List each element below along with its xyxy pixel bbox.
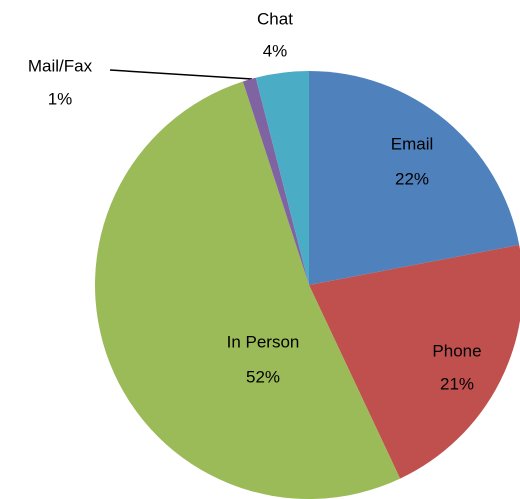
pie-slice <box>309 71 520 285</box>
value-label: 4% <box>263 41 288 60</box>
value-label: 22% <box>395 169 429 188</box>
slice-label: Mail/Fax <box>28 56 93 75</box>
pie-slice <box>255 71 309 285</box>
slice-label: Email <box>391 134 434 153</box>
leader-line <box>109 69 253 80</box>
pie-slice <box>309 244 520 479</box>
slice-label: Phone <box>432 341 481 360</box>
value-label: 52% <box>246 367 280 386</box>
value-label: 21% <box>440 374 474 393</box>
slice-label: In Person <box>227 332 300 351</box>
pie-slice <box>242 77 309 285</box>
value-label: 1% <box>48 89 73 108</box>
pie-slice <box>95 81 401 499</box>
slice-label: Chat <box>257 9 293 28</box>
